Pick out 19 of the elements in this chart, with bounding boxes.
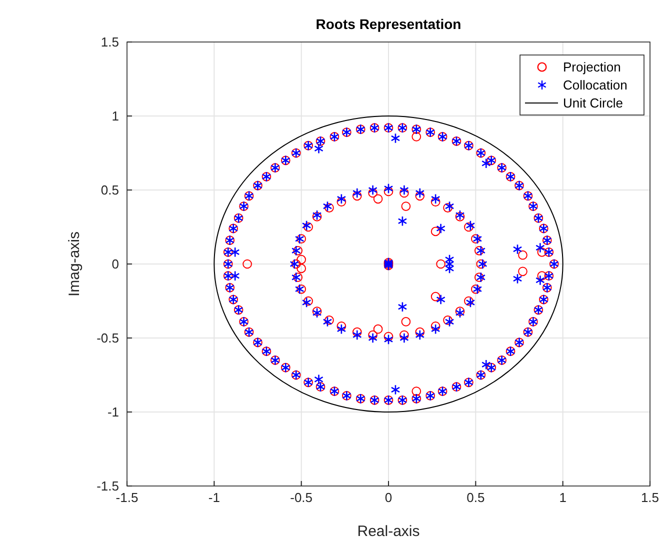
chart-title: Roots Representation xyxy=(316,16,462,32)
y-tick-label: 1 xyxy=(112,108,119,124)
y-tick-label: -1 xyxy=(107,404,119,420)
y-axis-title: Imag-axis xyxy=(66,231,83,297)
x-tick-label: 1.5 xyxy=(640,490,660,505)
x-tick-label: 0 xyxy=(384,490,392,505)
y-tick-label: -0.5 xyxy=(96,330,119,346)
legend-label: Collocation xyxy=(563,78,628,92)
y-tick-label: 1.5 xyxy=(100,34,119,50)
x-tick-label: -0.5 xyxy=(290,490,313,505)
annotation: Unit Circle xyxy=(563,96,623,110)
y-tick-label: 0.5 xyxy=(100,182,119,198)
x-axis-title: Real-axis xyxy=(357,523,420,540)
legend-label: Projection xyxy=(563,60,621,74)
x-tick-label: 1 xyxy=(559,490,566,505)
x-tick-label: -1 xyxy=(208,490,220,505)
y-tick-label: 0 xyxy=(112,256,119,272)
x-tick-label: 0.5 xyxy=(466,490,485,505)
y-tick-label: -1.5 xyxy=(96,478,119,494)
